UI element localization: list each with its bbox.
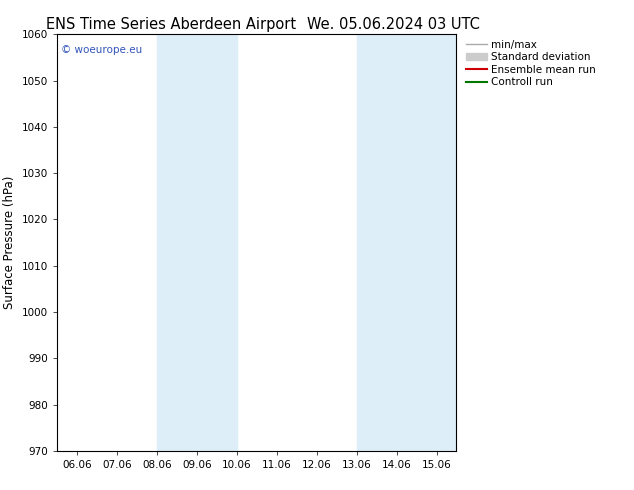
Text: © woeurope.eu: © woeurope.eu	[61, 45, 142, 55]
Text: ENS Time Series Aberdeen Airport: ENS Time Series Aberdeen Airport	[46, 17, 296, 32]
Legend: min/max, Standard deviation, Ensemble mean run, Controll run: min/max, Standard deviation, Ensemble me…	[466, 40, 595, 87]
Title: ENS Time Series Aberdeen Airport    We. 05.06.2024 03 UTC: ENS Time Series Aberdeen Airport We. 05.…	[0, 489, 1, 490]
Bar	[356, 34, 456, 451]
Bar	[157, 34, 236, 451]
Y-axis label: Surface Pressure (hPa): Surface Pressure (hPa)	[3, 176, 16, 309]
Text: We. 05.06.2024 03 UTC: We. 05.06.2024 03 UTC	[307, 17, 479, 32]
